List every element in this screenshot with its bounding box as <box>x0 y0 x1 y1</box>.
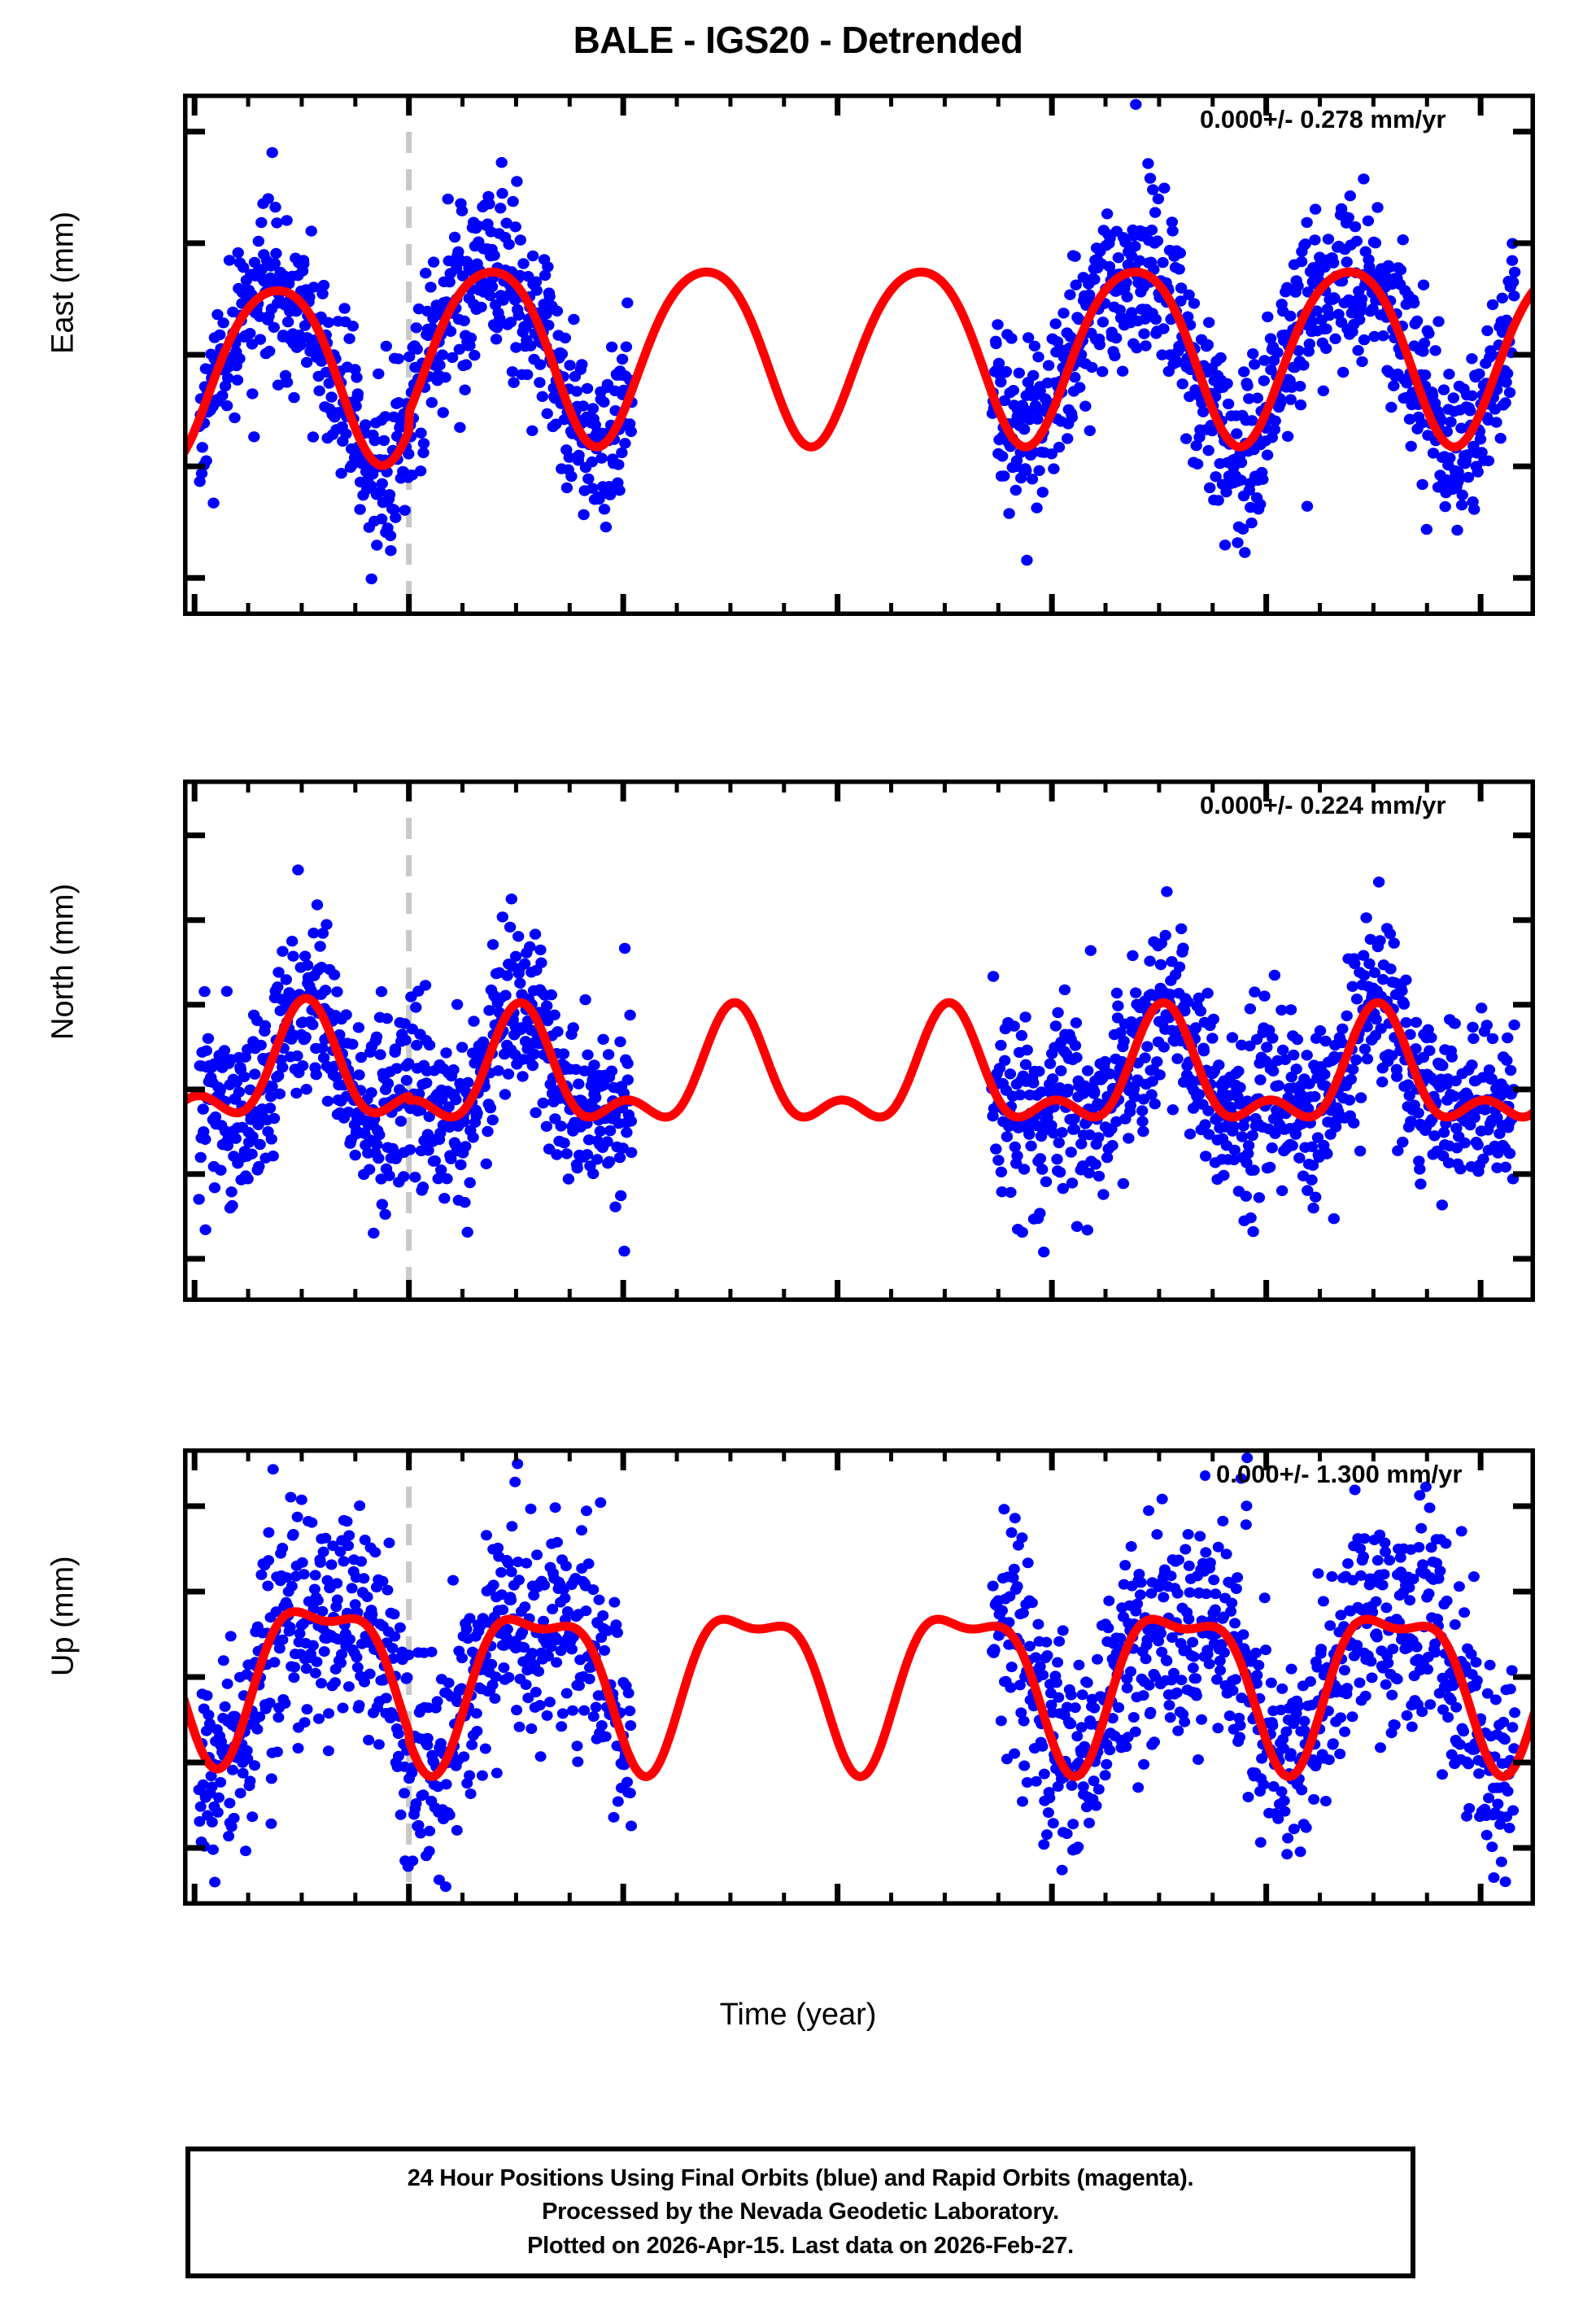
model-curve <box>183 1607 1535 1781</box>
model-curve <box>183 994 1535 1122</box>
caption-box: 24 Hour Positions Using Final Orbits (bl… <box>185 2147 1415 2278</box>
plot-area-up: 1890−9−182020202120222023202420252026 <box>183 1448 1535 1906</box>
plot-frame <box>183 780 1535 1302</box>
rate-annotation-east: 0.000+/- 0.278 mm/yr <box>1200 105 1446 133</box>
axis-ticks: 1890−9−182020202120222023202420252026 <box>183 1448 1535 1906</box>
caption-line-1: 24 Hour Positions Using Final Orbits (bl… <box>407 2165 1194 2192</box>
caption-line-3: Plotted on 2026-Apr-15. Last data on 202… <box>527 2232 1074 2259</box>
panel-north: 6420−2−42020202120222023202420252026 <box>183 780 1535 1302</box>
plot-area-north: 6420−2−42020202120222023202420252026 <box>183 780 1535 1302</box>
axis-ticks: 630−3−62020202120222023202420252026 <box>183 94 1535 616</box>
panel-east: 630−3−62020202120222023202420252026 <box>183 94 1535 616</box>
caption-line-2: Processed by the Nevada Geodetic Laborat… <box>542 2199 1059 2225</box>
model-curve <box>183 267 1535 470</box>
data-points <box>193 1452 1521 1893</box>
rate-annotation-north: 0.000+/- 0.224 mm/yr <box>1200 791 1446 819</box>
plot-area-east: 630−3−62020202120222023202420252026 <box>183 94 1535 616</box>
legend-dot-icon <box>1200 1470 1210 1482</box>
panel-up: 1890−9−182020202120222023202420252026 <box>183 1448 1535 1906</box>
page-title: BALE - IGS20 - Detrended <box>573 19 1023 61</box>
axis-ticks: 6420−2−42020202120222023202420252026 <box>183 780 1535 1302</box>
rate-annotation-up: 0.000+/- 1.300 mm/yr <box>1200 1460 1462 1489</box>
axis-label-time: Time (year) <box>719 1998 877 2032</box>
